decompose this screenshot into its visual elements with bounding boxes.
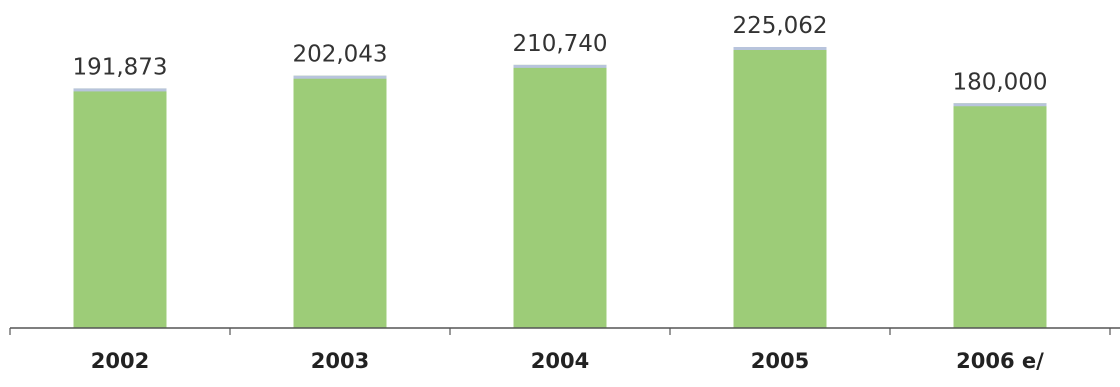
data-label: 180,000 xyxy=(952,69,1047,95)
data-label: 202,043 xyxy=(292,42,387,68)
bar-top-edge xyxy=(953,103,1047,107)
bar-2006-e xyxy=(953,103,1047,328)
bars-group xyxy=(73,47,1047,329)
value-labels-group: 191,873 202,043 210,740 225,062 180,000 xyxy=(72,13,1047,95)
data-label: 225,062 xyxy=(732,13,827,39)
bar-2003 xyxy=(293,75,387,328)
x-tick-label: 2004 xyxy=(531,349,589,373)
x-tick-label: 2002 xyxy=(91,349,149,373)
bar-top-edge xyxy=(73,88,167,92)
data-label: 191,873 xyxy=(72,54,167,80)
bar-2002 xyxy=(73,88,167,328)
data-label: 210,740 xyxy=(512,31,607,57)
x-tick-label: 2005 xyxy=(751,349,809,373)
bar-top-edge xyxy=(513,64,607,68)
bar-2005 xyxy=(733,47,827,328)
x-tick-label: 2003 xyxy=(311,349,369,373)
x-tick-label: 2006 e/ xyxy=(956,349,1044,373)
bar-top-edge xyxy=(293,75,387,79)
bar-2004 xyxy=(513,64,607,329)
x-axis-ticks-group xyxy=(9,328,1111,335)
category-labels-group: 2002 2003 2004 2005 2006 e/ xyxy=(91,349,1044,373)
bar-top-edge xyxy=(733,47,827,50)
